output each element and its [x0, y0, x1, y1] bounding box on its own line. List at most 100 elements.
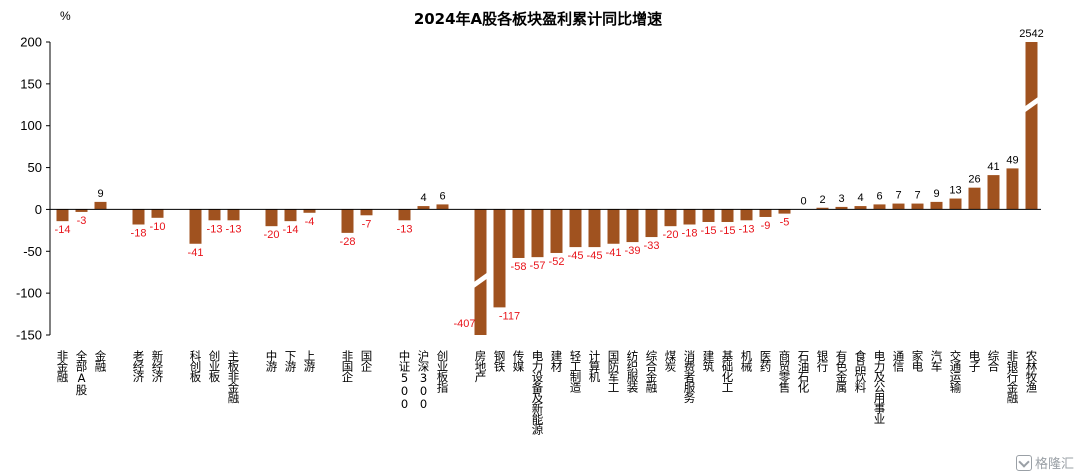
category-label: 电力及公用事业 — [873, 350, 887, 424]
data-label: -13 — [739, 223, 755, 235]
bar — [1025, 42, 1038, 210]
data-label: 6 — [876, 190, 882, 202]
category-label: 基础化工 — [721, 350, 735, 392]
category-label: 计算机 — [588, 350, 602, 382]
category-label: 老经济 — [132, 350, 146, 382]
data-label: -18 — [131, 227, 147, 239]
data-label: -58 — [511, 261, 527, 273]
y-tick-label: -100 — [16, 286, 42, 301]
category-label: 建材 — [550, 349, 564, 372]
category-label: 上游 — [303, 350, 317, 372]
data-label: -14 — [283, 224, 299, 236]
category-label: 机械 — [740, 349, 754, 373]
bar — [968, 187, 981, 210]
data-label: 26 — [968, 174, 980, 186]
category-label: 家电 — [911, 349, 925, 372]
data-label: -20 — [264, 229, 280, 241]
category-label: 农林牧渔 — [1025, 349, 1039, 394]
category-label: 纺织服装 — [626, 349, 640, 394]
bar — [474, 209, 487, 335]
category-label: 非国企 — [341, 350, 355, 382]
bar — [341, 209, 354, 233]
data-label: -39 — [625, 245, 641, 257]
bar — [683, 209, 696, 225]
y-axis: -150 -100 -50 0 50 100 150 200 — [16, 35, 51, 343]
category-label: 中证500 — [398, 350, 412, 410]
y-tick-label: 150 — [20, 76, 42, 91]
category-label: 新经济 — [151, 349, 165, 382]
category-label: 石油石化 — [797, 350, 811, 394]
chart-title: 2024年A股各板块盈利累计同比增速 — [414, 10, 662, 28]
bar — [930, 201, 943, 210]
bar — [151, 209, 164, 218]
bar — [778, 209, 791, 214]
data-label: -20 — [663, 229, 679, 241]
bar — [759, 209, 772, 217]
category-label: 中游 — [265, 350, 279, 372]
category-labels-group: 非金融 全部A股 金融 老经济 新经济 科创板 创业板 主板非金融 中游 下游 上游 非国企 国企 中证5… — [56, 349, 1039, 436]
bar — [664, 209, 677, 227]
data-label: -13 — [226, 223, 242, 235]
data-label: -5 — [780, 217, 790, 229]
bar — [436, 204, 449, 210]
data-label: -407 — [453, 318, 475, 330]
bar — [208, 209, 221, 221]
category-label: 医药 — [759, 350, 773, 373]
data-label: 9 — [97, 188, 103, 200]
data-label: 2 — [819, 194, 825, 206]
bar — [360, 209, 373, 216]
data-label: 2542 — [1019, 28, 1043, 40]
bar — [56, 209, 69, 222]
bar — [1006, 168, 1019, 210]
category-label: 商贸零售 — [778, 349, 792, 394]
data-labels-group: -14-39-18-10-41-13 -13 -20 -14-4-28-7 -134 6-… — [55, 28, 1044, 330]
category-label: 电子 — [968, 350, 982, 372]
bar — [417, 206, 430, 210]
data-label: -117 — [499, 310, 520, 322]
bar — [75, 209, 88, 212]
bar — [892, 203, 905, 210]
category-label: 国防军工 — [607, 350, 621, 392]
data-label: -13 — [207, 223, 223, 235]
category-label: 建筑 — [702, 349, 716, 372]
data-label: 41 — [987, 161, 999, 173]
category-label: 科创板 — [189, 349, 203, 383]
watermark-text: 格隆汇 — [1034, 457, 1074, 472]
bar — [493, 209, 506, 308]
category-label: 消费者服务 — [683, 349, 697, 403]
category-label: 交通运输 — [949, 349, 963, 394]
bar — [607, 209, 620, 244]
category-label: 传媒 — [512, 349, 526, 373]
bar — [911, 203, 924, 210]
bar — [265, 209, 278, 227]
data-label: 7 — [895, 190, 901, 202]
category-label: 国企 — [360, 350, 374, 372]
category-label: 钢铁 — [493, 350, 507, 372]
data-label: -45 — [587, 250, 603, 262]
category-label: 煤炭 — [664, 350, 678, 373]
bar — [94, 201, 107, 210]
bar — [740, 209, 753, 221]
data-label: 7 — [914, 190, 920, 202]
data-label: -7 — [362, 218, 372, 230]
category-label: 有色金属 — [835, 349, 849, 394]
bar — [550, 209, 563, 253]
bar — [645, 209, 658, 238]
y-tick-label: 200 — [20, 35, 42, 50]
bar — [835, 206, 848, 210]
y-tick-label: 50 — [28, 160, 42, 175]
bars-group — [56, 42, 1039, 335]
category-label: 金融 — [94, 349, 108, 373]
bar — [512, 209, 525, 258]
data-label: 9 — [933, 188, 939, 200]
bar — [284, 209, 297, 222]
data-label: -41 — [606, 247, 622, 259]
data-label: 4 — [420, 192, 426, 204]
category-label: 房地产 — [474, 350, 488, 383]
data-label: -41 — [188, 247, 204, 259]
category-label: 食品饮料 — [854, 349, 868, 394]
gelonghui-logo-icon — [1015, 455, 1032, 471]
y-axis-unit: % — [60, 9, 71, 23]
bar — [531, 209, 544, 258]
